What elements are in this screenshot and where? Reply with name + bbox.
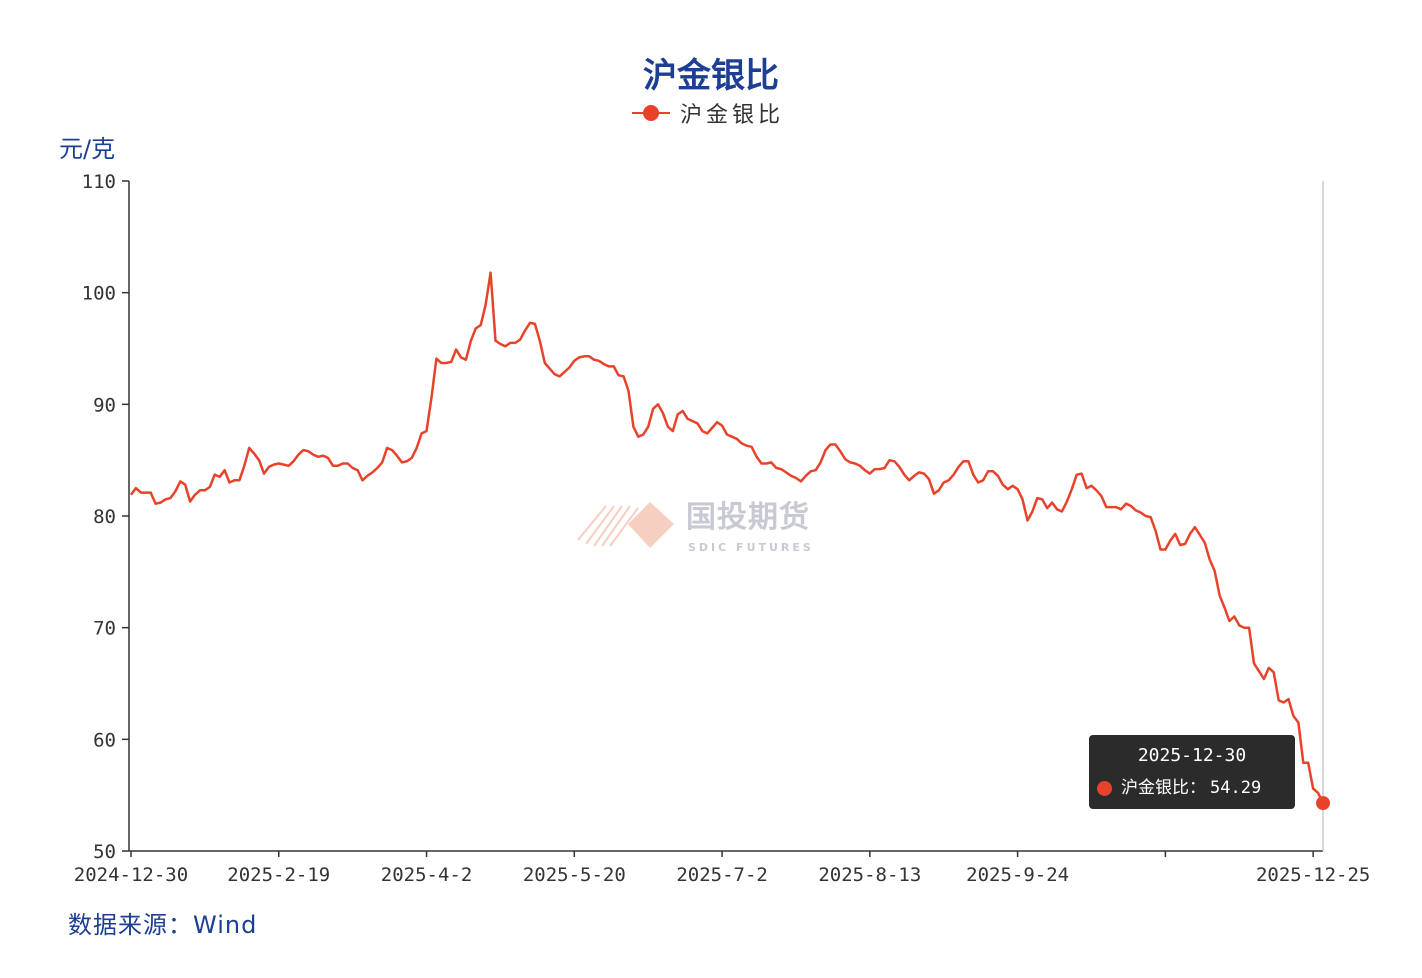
x-tick-label: 2025-8-13: [818, 864, 921, 886]
data-source: 数据来源：Wind: [68, 911, 258, 939]
y-tick-label: 100: [82, 283, 116, 305]
y-tick-label: 80: [93, 506, 116, 528]
x-tick-label: 2025-7-2: [676, 864, 768, 886]
y-tick-label: 50: [93, 841, 116, 863]
watermark-subtext: SDIC FUTURES: [688, 541, 814, 554]
x-tick-label: 2025-4-2: [381, 864, 473, 886]
tooltip-value: 54.29: [1210, 778, 1262, 798]
y-axis-unit: 元/克: [59, 135, 116, 163]
tooltip: 2025-12-30 沪金银比 ： 54.29: [1089, 735, 1295, 809]
y-tick-label: 70: [93, 618, 116, 640]
highlighted-data-point[interactable]: [1316, 796, 1330, 811]
legend-label: 沪金银比: [680, 103, 785, 128]
y-tick-label: 110: [82, 171, 116, 193]
x-tick-label: 2025-2-19: [227, 864, 330, 886]
x-tick-label: 2024-12-30: [74, 864, 188, 886]
chart-title: 沪金银比: [643, 56, 779, 96]
watermark-logo: 国投期货 SDIC FUTURES: [576, 500, 846, 556]
tooltip-row: 沪金银比 ： 54.29: [1097, 777, 1261, 799]
legend-item[interactable]: 沪金银比: [632, 98, 784, 128]
legend-line-dot-icon: [632, 98, 670, 128]
x-tick-label: 2025-12-25: [1256, 864, 1370, 886]
series-line-gold-silver-ratio[interactable]: [129, 271, 1325, 804]
y-tick-label: 60: [93, 729, 116, 751]
watermark-text: 国投期货: [686, 500, 810, 535]
tooltip-date: 2025-12-30: [1137, 745, 1247, 766]
watermark-logo-icon: [577, 502, 674, 548]
x-tick-label: 2025-5-20: [523, 864, 626, 886]
y-tick-label: 90: [93, 394, 116, 416]
x-tick-label: 2025-9-24: [966, 864, 1069, 886]
tooltip-series-name: 沪金银比: [1121, 778, 1189, 798]
tooltip-series-dot-icon: [1097, 780, 1112, 796]
tooltip-separator: ：: [1189, 778, 1206, 798]
